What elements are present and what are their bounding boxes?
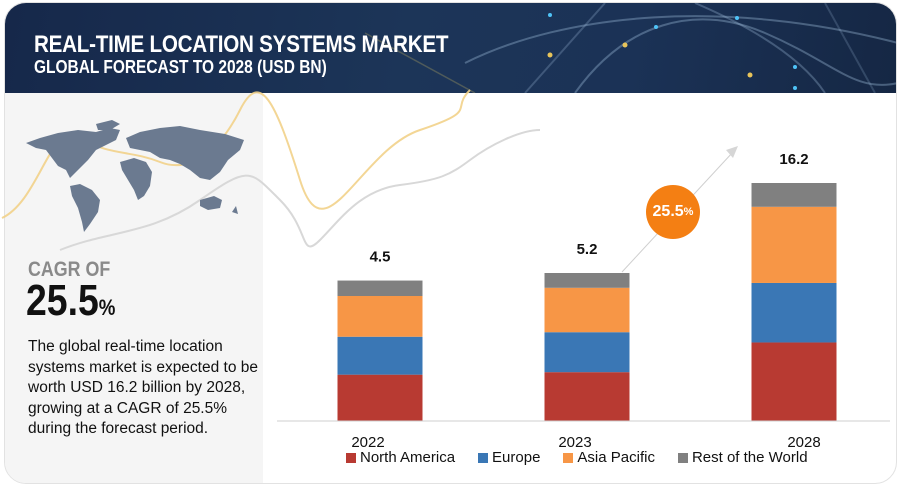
x-axis-tick-label: 2022 (351, 434, 384, 451)
legend-item-asia-pacific: Asia Pacific (563, 449, 655, 466)
bar-group (337, 183, 837, 421)
bar-segment-asia-pacific-2023 (544, 287, 630, 333)
legend-label: Asia Pacific (577, 449, 655, 466)
bar-segment-europe-2028 (751, 282, 837, 343)
cagr-label: CAGR OF (28, 258, 111, 281)
cagr-value: 25.5% (26, 276, 115, 326)
bar-segment-rest-of-the-world-2028 (751, 183, 837, 207)
growth-arrow-head (726, 146, 738, 158)
cagr-number: 25.5 (26, 276, 99, 325)
page-title: REAL-TIME LOCATION SYSTEMS MARKET (34, 31, 449, 58)
legend-swatch-north-america (346, 452, 356, 463)
cagr-bubble-value: 25.5 (652, 203, 684, 220)
legend-swatch-asia-pacific (563, 452, 574, 463)
x-axis-tick-label: 2023 (558, 434, 591, 451)
bar-segment-north-america-2022 (337, 374, 423, 421)
decorative-curve-gray (59, 129, 541, 251)
x-axis-tick-label: 2028 (787, 434, 820, 451)
legend-label: North America (360, 449, 456, 466)
bar-segment-europe-2023 (544, 332, 630, 373)
legend-swatch-europe (478, 452, 489, 463)
legend-label: Europe (492, 449, 541, 466)
bar-segment-rest-of-the-world-2022 (337, 280, 423, 297)
bar-segment-asia-pacific-2028 (751, 206, 837, 283)
market-description: The global real-time location systems ma… (28, 338, 259, 437)
legend-item-europe: Europe (478, 449, 540, 466)
bar-total-label: 16.2 (779, 151, 808, 168)
header-background-lines (364, 3, 896, 93)
legend-item-north-america: North America (346, 449, 455, 466)
bar-total-label: 4.5 (370, 249, 391, 266)
header-banner: REAL-TIME LOCATION SYSTEMS MARKET GLOBAL… (5, 3, 896, 93)
chart-legend: North America Europe Asia Pacific Rest o… (346, 449, 831, 466)
bar-segment-europe-2022 (337, 336, 423, 375)
bar-segment-rest-of-the-world-2023 (544, 273, 630, 288)
bar-segment-north-america-2028 (751, 342, 837, 421)
cagr-unit: % (98, 295, 116, 320)
legend-item-rest-of-world: Rest of the World (677, 449, 808, 466)
cagr-bubble: 25.5% (646, 185, 700, 239)
world-map-icon (26, 120, 244, 232)
legend-label: Rest of the World (691, 449, 808, 466)
legend-swatch-rest-of-world (677, 452, 688, 463)
bar-segment-north-america-2023 (544, 372, 630, 421)
bar-total-label: 5.2 (577, 241, 598, 258)
cagr-bubble-unit: % (683, 206, 694, 218)
label-group: 4.5 2022 5.2 2023 16.2 2028 (351, 151, 820, 451)
bar-segment-asia-pacific-2022 (337, 296, 423, 337)
page-subtitle: GLOBAL FORECAST TO 2028 (USD BN) (34, 57, 327, 77)
